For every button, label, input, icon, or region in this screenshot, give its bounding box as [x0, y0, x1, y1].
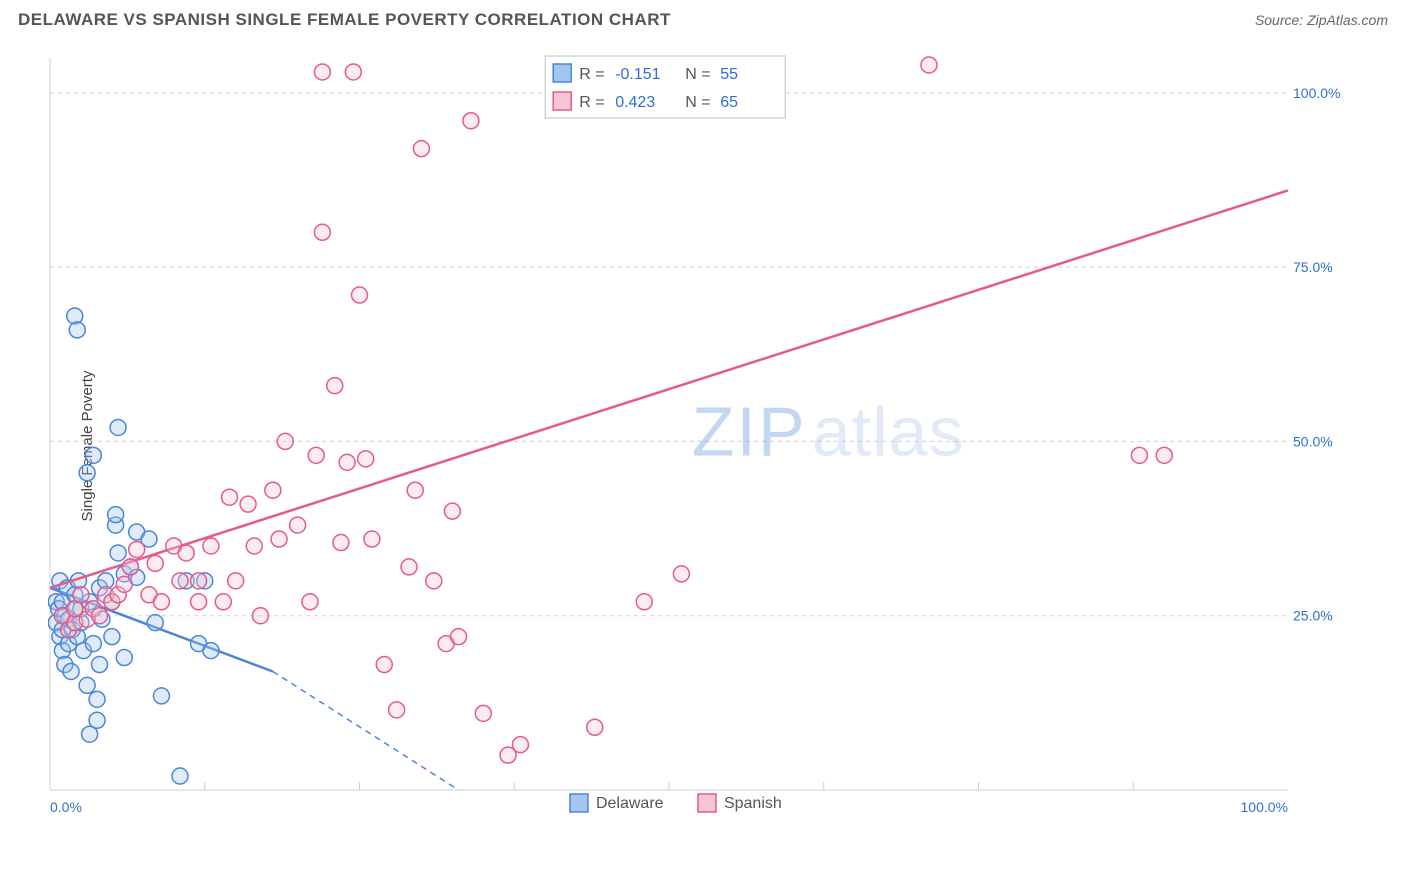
data-point: [271, 531, 287, 547]
legend-label: Spanish: [724, 795, 782, 812]
data-point: [1131, 447, 1147, 463]
data-point: [172, 573, 188, 589]
data-point: [203, 643, 219, 659]
data-point: [512, 737, 528, 753]
legend-swatch: [698, 794, 716, 812]
chart-title: DELAWARE VS SPANISH SINGLE FEMALE POVERT…: [18, 10, 671, 30]
data-point: [376, 657, 392, 673]
data-point: [79, 677, 95, 693]
data-point: [314, 64, 330, 80]
data-point: [364, 531, 380, 547]
data-point: [463, 113, 479, 129]
data-point: [116, 576, 132, 592]
data-point: [451, 629, 467, 645]
data-point: [104, 629, 120, 645]
data-point: [290, 517, 306, 533]
data-point: [339, 454, 355, 470]
y-tick-label: 25.0%: [1293, 608, 1333, 624]
watermark: atlas: [812, 392, 965, 470]
data-point: [333, 535, 349, 551]
data-point: [85, 447, 101, 463]
legend-swatch: [553, 64, 571, 82]
x-tick-label: 100.0%: [1241, 799, 1288, 815]
data-point: [79, 465, 95, 481]
data-point: [73, 587, 89, 603]
data-point: [444, 503, 460, 519]
data-point: [110, 419, 126, 435]
data-point: [426, 573, 442, 589]
data-point: [108, 507, 124, 523]
scatter-chart: 25.0% 50.0% 75.0% 100.0% 0.0% 100.0% ZIPatlas R…: [48, 50, 1378, 840]
data-point: [401, 559, 417, 575]
data-point: [327, 378, 343, 394]
legend-r-value: -0.151: [615, 66, 660, 83]
data-point: [215, 594, 231, 610]
data-point: [147, 555, 163, 571]
data-point: [228, 573, 244, 589]
y-tick-label: 50.0%: [1293, 433, 1333, 449]
legend-swatch: [553, 92, 571, 110]
legend-n-label: N =: [685, 94, 710, 111]
data-point: [203, 538, 219, 554]
data-point: [389, 702, 405, 718]
data-point: [178, 545, 194, 561]
data-point: [222, 489, 238, 505]
data-point: [277, 433, 293, 449]
data-point: [69, 322, 85, 338]
data-point: [308, 447, 324, 463]
data-point: [636, 594, 652, 610]
legend-r-label: R =: [579, 94, 604, 111]
legend-n-label: N =: [685, 66, 710, 83]
data-point: [89, 712, 105, 728]
legend-label: Delaware: [596, 795, 664, 812]
trend-line-extrapolated: [273, 671, 459, 790]
data-point: [314, 224, 330, 240]
data-point: [92, 608, 108, 624]
data-point: [92, 657, 108, 673]
data-point: [89, 691, 105, 707]
data-point: [191, 573, 207, 589]
trend-line: [50, 190, 1288, 587]
data-point: [407, 482, 423, 498]
data-point: [413, 141, 429, 157]
data-point: [921, 57, 937, 73]
legend-r-value: 0.423: [615, 94, 655, 111]
data-point: [147, 615, 163, 631]
data-point: [1156, 447, 1172, 463]
data-point: [587, 719, 603, 735]
watermark: ZIP: [692, 392, 807, 470]
data-point: [116, 650, 132, 666]
data-point: [129, 541, 145, 557]
data-point: [172, 768, 188, 784]
data-point: [673, 566, 689, 582]
data-point: [265, 482, 281, 498]
data-point: [63, 663, 79, 679]
data-point: [153, 688, 169, 704]
data-point: [352, 287, 368, 303]
data-point: [85, 636, 101, 652]
legend-swatch: [570, 794, 588, 812]
data-point: [475, 705, 491, 721]
data-point: [358, 451, 374, 467]
data-point: [153, 594, 169, 610]
data-point: [252, 608, 268, 624]
data-point: [240, 496, 256, 512]
data-point: [302, 594, 318, 610]
data-point: [122, 559, 138, 575]
y-tick-label: 75.0%: [1293, 259, 1333, 275]
data-point: [246, 538, 262, 554]
data-point: [345, 64, 361, 80]
y-tick-label: 100.0%: [1293, 85, 1340, 101]
data-point: [110, 545, 126, 561]
x-tick-label: 0.0%: [50, 799, 82, 815]
source-attribution: Source: ZipAtlas.com: [1255, 12, 1388, 28]
legend-r-label: R =: [579, 66, 604, 83]
legend-n-value: 65: [720, 94, 738, 111]
data-point: [191, 594, 207, 610]
legend-n-value: 55: [720, 66, 738, 83]
